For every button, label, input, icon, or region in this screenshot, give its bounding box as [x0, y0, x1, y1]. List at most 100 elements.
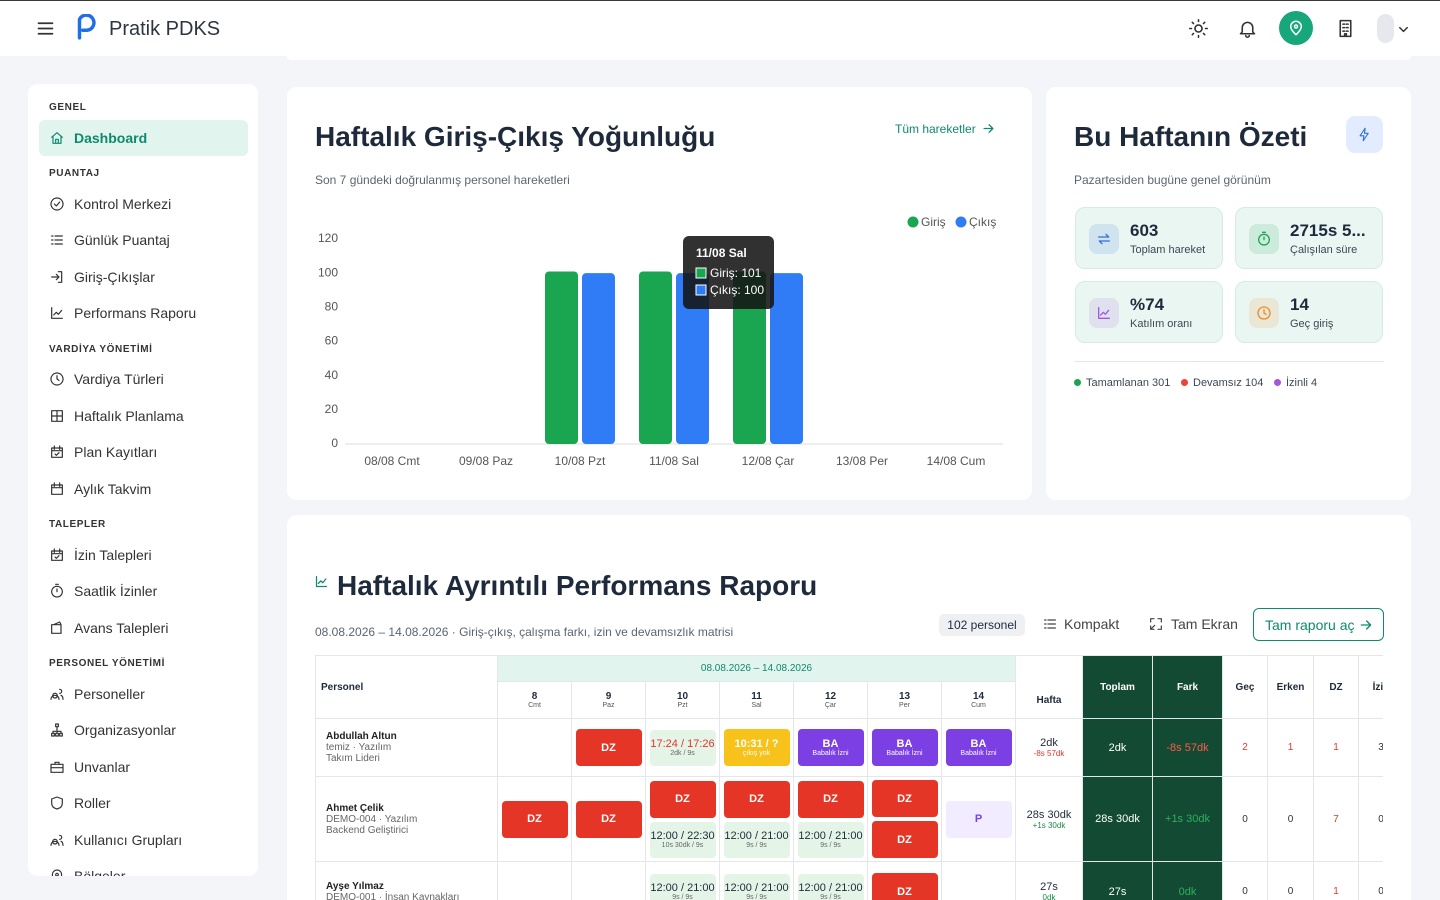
sidebar-item[interactable]: Kontrol Merkezi [74, 195, 172, 212]
sidebar-item[interactable]: Haftalık Planlama [74, 407, 184, 424]
x-tick-label: 13/08 Per [836, 454, 888, 468]
open-report-button[interactable]: Tam raporu aç [1253, 608, 1384, 641]
status-detail: 9s / 9s [820, 894, 841, 900]
status-label: DZ [601, 813, 616, 825]
status-chip: DZ [871, 821, 938, 858]
tooltip-line: Çıkış: 100 [710, 283, 764, 297]
user-menu-chevron[interactable] [1396, 22, 1411, 37]
summary-title: Bu Haftanın Özeti [1074, 121, 1308, 152]
sidebar-item[interactable]: Unvanlar [74, 758, 131, 775]
bar [733, 271, 766, 444]
fullscreen-icon-glyph [1150, 618, 1162, 630]
sidebar-item[interactable]: Giriş-Çıkışlar [74, 268, 155, 285]
compact-icon-glyph [1044, 619, 1056, 629]
sidebar-section-title: PERSONEL YÖNETİMİ [49, 658, 165, 669]
sidebar-item[interactable]: Performans Raporu [74, 305, 197, 321]
person-cell: Abdullah Altun temiz · Yazılım Takım Lider… [315, 718, 498, 777]
notification-button[interactable] [1237, 18, 1258, 39]
sidebar-item[interactable]: Roller [74, 795, 111, 811]
sidebar-item-icon-glyph [51, 409, 63, 422]
open-report-label: Tam raporu aç [1265, 617, 1355, 633]
report-icon-glyph [315, 575, 328, 588]
compact-button[interactable]: Kompakt [1064, 616, 1120, 632]
user-avatar[interactable] [1377, 14, 1394, 43]
stat-tile: 14 Geç giriş [1235, 281, 1383, 343]
sidebar-item[interactable]: Personeller [74, 685, 145, 702]
sidebar-item[interactable]: Günlük Puantaj [74, 232, 170, 248]
y-tick-label: 0 [331, 436, 338, 450]
total-cell: 2dk [1082, 718, 1153, 777]
sidebar-item[interactable]: Saatlik İzinler [74, 583, 158, 599]
day-cell: BA Babalık İzni [867, 718, 942, 777]
sidebar-item[interactable]: Bölgeler [74, 868, 126, 876]
sidebar-item-icon-glyph [51, 547, 63, 561]
status-detail: Babalık İzni [886, 750, 923, 757]
day-number: 11 [751, 691, 762, 702]
all-movements-link[interactable]: Tüm hareketler [895, 122, 976, 136]
notification-button-glyph [1239, 21, 1256, 38]
day-cell [941, 861, 1016, 900]
sidebar-item-icon [51, 481, 63, 495]
status-chip: DZ [797, 780, 864, 818]
day-cell: DZ 12:00 / 22:30 10s 30dk / 9s [645, 776, 720, 862]
report-table-wrap: Personel 08.08.2026 – 14.08.2026 Hafta Topl… [315, 655, 1383, 900]
count-cell: 2 [1222, 718, 1268, 777]
count-cell: 0 [1267, 861, 1314, 900]
attendance-time: 12:00 / 21:00 9s / 9s [797, 821, 864, 858]
person-name: Abdullah Altun [326, 731, 397, 742]
report-table: Personel 08.08.2026 – 14.08.2026 Hafta Topl… [315, 655, 1383, 900]
sidebar-item[interactable]: Avans Talepleri [74, 619, 169, 636]
day-cell: DZ [497, 776, 572, 862]
tooltip-swatch [695, 284, 707, 296]
sidebar-item-icon-glyph [51, 583, 63, 598]
status-detail: 9s / 9s [746, 894, 767, 900]
column-header: Erken [1267, 655, 1314, 719]
company-button[interactable] [1335, 18, 1356, 39]
sidebar-item-icon [51, 270, 63, 283]
sidebar-item[interactable]: Organizasyonlar [74, 722, 176, 738]
summary-legend-label: Devamsız 104 [1193, 377, 1264, 389]
sidebar-item[interactable]: Kullanıcı Grupları [74, 831, 183, 848]
day-number: 12 [824, 691, 837, 702]
status-label: 10:31 / ? [734, 738, 779, 750]
theme-button[interactable] [1188, 18, 1209, 39]
assistant-button[interactable] [1279, 11, 1313, 45]
status-label: DZ [527, 813, 542, 825]
person-name: Ahmet Çelik [326, 802, 384, 814]
day-name: Çar [824, 702, 837, 709]
menu-button[interactable] [35, 18, 56, 39]
day-number: 10 [676, 691, 689, 702]
quick-action-button[interactable] [1346, 116, 1383, 153]
sidebar-item[interactable]: İzin Talepleri [74, 546, 152, 563]
sidebar-item[interactable]: Vardiya Türleri [74, 371, 164, 387]
sidebar-item-icon-glyph [50, 834, 64, 846]
sidebar-item[interactable]: Dashboard [74, 129, 148, 146]
column-header: Fark [1152, 655, 1223, 719]
sidebar-section-title: TALEPLER [49, 519, 106, 530]
sidebar-item[interactable]: Aylık Takvim [74, 480, 152, 497]
brand-logo [77, 14, 96, 40]
sidebar-item[interactable]: Plan Kayıtları [74, 444, 158, 460]
stat-tile: %74 Katılım oranı [1075, 281, 1223, 343]
attendance-time: 12:00 / 22:30 10s 30dk / 9s [649, 821, 716, 858]
diff-cell: -8s 57dk [1152, 718, 1223, 777]
tooltip-swatch [695, 267, 707, 279]
day-cell: DZ 12:00 / 21:00 9s / 9s [793, 776, 868, 862]
fullscreen-button[interactable]: Tam Ekran [1171, 616, 1238, 632]
stat-icon-bg [1089, 224, 1119, 254]
sidebar-item-icon-glyph [50, 196, 64, 211]
report-row: Ahmet Çelik DEMO-004 · Yazılım Backend Gel… [315, 776, 1383, 862]
sidebar-item-icon [51, 131, 63, 144]
stat-icon [1098, 307, 1110, 319]
stat-tile: 2715s 5... Çalışılan süre [1235, 207, 1383, 269]
sidebar-item-icon [51, 409, 63, 422]
sidebar-item-icon [51, 307, 63, 319]
day-cell [497, 718, 572, 777]
status-chip: P [945, 800, 1012, 838]
header-row: Personel 08.08.2026 – 14.08.2026 Hafta Topl… [315, 655, 1383, 719]
status-chip: DZ [501, 800, 568, 838]
assistant-icon [1290, 20, 1302, 36]
count-cell: 0 [1222, 776, 1268, 862]
company-button-glyph [1339, 19, 1352, 38]
person-detail: DEMO-004 · Yazılım [326, 813, 418, 825]
